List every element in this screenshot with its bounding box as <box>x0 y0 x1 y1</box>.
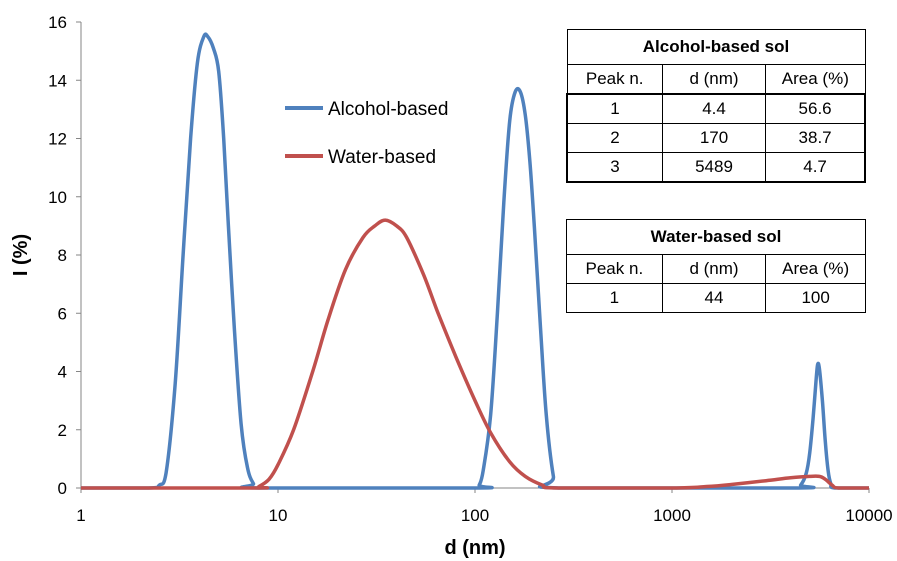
cell-area: 38.7 <box>765 123 866 153</box>
header-peak: Peak n. <box>566 64 663 95</box>
x-tick-label: 1 <box>76 506 85 525</box>
x-tick-labels: 1 10 100 1000 10000 <box>76 506 892 525</box>
cell-d: 44 <box>661 283 767 313</box>
series-line-alcohol <box>81 32 869 490</box>
water-peak-table: Water-based sol Peak n. d (nm) Area (%) … <box>566 219 866 313</box>
cell-d: 170 <box>661 123 767 153</box>
table-header-row: Peak n. d (nm) Area (%) <box>566 254 866 284</box>
cell-peak: 3 <box>566 152 663 183</box>
y-tick-label: 10 <box>48 188 67 207</box>
table-row: 2 170 38.7 <box>566 123 866 153</box>
y-tick-label: 12 <box>48 130 67 149</box>
alcohol-table-title: Alcohol-based sol <box>566 29 866 65</box>
table-row: 1 44 100 <box>566 283 866 313</box>
y-tick-labels: 0 2 4 6 8 10 12 14 16 <box>48 13 67 498</box>
header-peak: Peak n. <box>566 254 663 284</box>
header-area: Area (%) <box>765 64 866 95</box>
table-row: 3 5489 4.7 <box>566 152 866 183</box>
cell-peak: 1 <box>566 283 663 313</box>
table-header-row: Peak n. d (nm) Area (%) <box>566 64 866 95</box>
x-tick-label: 10000 <box>845 506 892 525</box>
y-tick-label: 16 <box>48 13 67 32</box>
header-d: d (nm) <box>661 254 767 284</box>
cell-d: 5489 <box>661 152 767 183</box>
x-tick-label: 1000 <box>653 506 691 525</box>
y-tick-label: 6 <box>58 304 67 323</box>
x-tick-label: 10 <box>269 506 288 525</box>
y-tick-label: 0 <box>58 479 67 498</box>
table-row: 1 4.4 56.6 <box>566 93 866 124</box>
cell-d: 4.4 <box>661 93 767 124</box>
y-tick-label: 8 <box>58 246 67 265</box>
water-table-title: Water-based sol <box>566 219 866 255</box>
y-axis-title: I (%) <box>10 234 32 276</box>
x-axis-title: d (nm) <box>444 537 505 559</box>
cell-peak: 2 <box>566 123 663 153</box>
alcohol-peak-table: Alcohol-based sol Peak n. d (nm) Area (%… <box>566 29 866 183</box>
series-layer <box>81 32 869 490</box>
y-tick-label: 4 <box>58 363 67 382</box>
legend: Alcohol-based Water-based <box>285 99 448 168</box>
cell-area: 100 <box>765 283 866 313</box>
x-tick-label: 100 <box>461 506 489 525</box>
cell-peak: 1 <box>566 93 663 124</box>
legend-label-alcohol: Alcohol-based <box>328 99 448 120</box>
cell-area: 4.7 <box>765 152 866 183</box>
legend-label-water: Water-based <box>328 147 436 168</box>
cell-area: 56.6 <box>765 93 866 124</box>
y-tick-label: 2 <box>58 421 67 440</box>
y-tick-label: 14 <box>48 71 67 90</box>
series-line-water <box>81 218 869 490</box>
header-area: Area (%) <box>765 254 866 284</box>
header-d: d (nm) <box>661 64 767 95</box>
